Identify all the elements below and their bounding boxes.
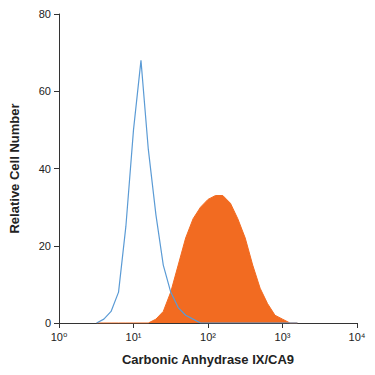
svg-text:40: 40 — [39, 163, 51, 175]
svg-text:Relative Cell Number: Relative Cell Number — [7, 103, 22, 233]
svg-text:10³: 10³ — [275, 331, 291, 343]
svg-text:0: 0 — [45, 317, 51, 329]
svg-text:80: 80 — [39, 8, 51, 20]
svg-text:10¹: 10¹ — [126, 331, 142, 343]
svg-text:10²: 10² — [200, 331, 216, 343]
svg-text:10⁰: 10⁰ — [51, 331, 68, 343]
svg-text:20: 20 — [39, 240, 51, 252]
svg-text:10⁴: 10⁴ — [349, 331, 366, 343]
svg-text:Carbonic Anhydrase IX/CA9: Carbonic Anhydrase IX/CA9 — [122, 352, 294, 367]
svg-text:60: 60 — [39, 85, 51, 97]
